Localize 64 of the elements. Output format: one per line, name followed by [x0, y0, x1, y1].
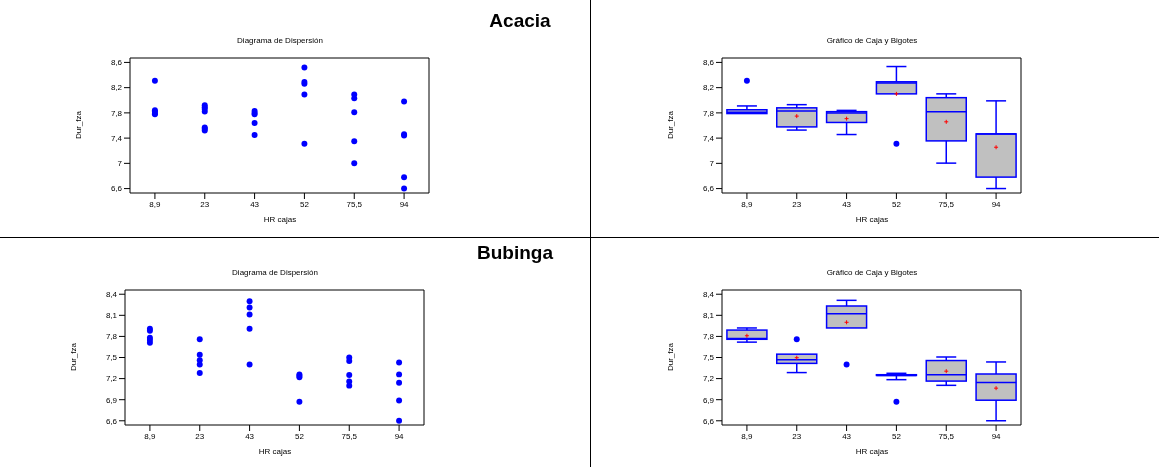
y-axis-title: Dur_fza: [665, 110, 675, 140]
text: Acacia: [488, 10, 552, 32]
y-tick-label: 7,8: [105, 332, 118, 342]
x-tick-label: 75,5: [938, 431, 955, 441]
x-axis-title: HR cajas: [854, 447, 890, 456]
y-tick-label: 7: [709, 159, 715, 169]
x-axis-title: HR cajas: [854, 215, 890, 224]
y-tick-label: 7,4: [110, 133, 123, 143]
y-tick-label: 6,6: [110, 184, 123, 194]
y-tick-label: 7: [117, 159, 123, 169]
y-tick-label: 6,9: [105, 395, 118, 405]
y-tick-label: 8,6: [702, 58, 715, 68]
x-tick-label: 43: [245, 431, 255, 441]
y-tick-label: 6,9: [702, 395, 715, 405]
y-tick-label: 7,8: [702, 108, 715, 118]
x-tick-label: 23: [200, 199, 210, 209]
y-tick-label: 7,5: [105, 353, 118, 363]
x-tick-label: 94: [991, 431, 1002, 441]
y-tick-label: 7,5: [702, 353, 715, 363]
x-tick-label: 23: [792, 199, 802, 209]
x-tick-label: 52: [891, 431, 902, 441]
y-tick-label: 7,8: [702, 332, 715, 342]
x-tick-label: 43: [842, 431, 852, 441]
x-axis-title: HR cajas: [262, 215, 298, 224]
y-tick-label: 7,4: [702, 133, 715, 143]
x-tick-label: 94: [399, 199, 410, 209]
y-tick-label: 6,6: [105, 416, 118, 426]
y-tick-label: 7,2: [105, 374, 118, 384]
x-tick-label: 23: [195, 431, 205, 441]
x-tick-label: 52: [891, 199, 902, 209]
x-tick-label: 23: [792, 431, 802, 441]
x-tick-label: 8,9: [741, 199, 754, 209]
y-axis-title: Dur_fza: [68, 342, 78, 372]
y-tick-label: 8,1: [702, 311, 715, 321]
x-tick-label: 75,5: [341, 431, 358, 441]
x-axis-title: HR cajas: [257, 447, 293, 456]
x-tick-label: 75,5: [938, 199, 955, 209]
x-tick-label: 43: [842, 199, 852, 209]
y-tick-label: 8,2: [702, 83, 715, 93]
x-tick-label: 94: [394, 431, 405, 441]
y-tick-label: 6,6: [702, 184, 715, 194]
x-tick-label: 8,9: [741, 431, 754, 441]
x-tick-label: 52: [299, 199, 310, 209]
y-tick-label: 7,2: [702, 374, 715, 384]
y-tick-label: 7,8: [110, 108, 123, 118]
y-tick-label: 8,2: [110, 83, 123, 93]
chart-title: Diagrama de Dispersión: [236, 36, 324, 46]
y-tick-label: 8,4: [105, 290, 118, 300]
x-tick-label: 75,5: [346, 199, 363, 209]
chart-title: Gráfico de Caja y Bigotes: [825, 268, 919, 278]
y-tick-label: 8,6: [110, 58, 123, 68]
y-axis-title: Dur_fza: [73, 110, 83, 140]
x-tick-label: 43: [250, 199, 260, 209]
x-tick-label: 94: [991, 199, 1002, 209]
chart-title: Diagrama de Dispersión: [231, 268, 319, 278]
x-tick-label: 52: [294, 431, 305, 441]
chart-title: Gráfico de Caja y Bigotes: [825, 36, 919, 46]
y-tick-label: 6,6: [702, 416, 715, 426]
y-tick-label: 8,4: [702, 290, 715, 300]
text: Bubinga: [476, 242, 554, 264]
y-tick-label: 8,1: [105, 311, 118, 321]
x-tick-label: 8,9: [149, 199, 162, 209]
y-axis-title: Dur_fza: [665, 342, 675, 372]
x-tick-label: 8,9: [144, 431, 157, 441]
